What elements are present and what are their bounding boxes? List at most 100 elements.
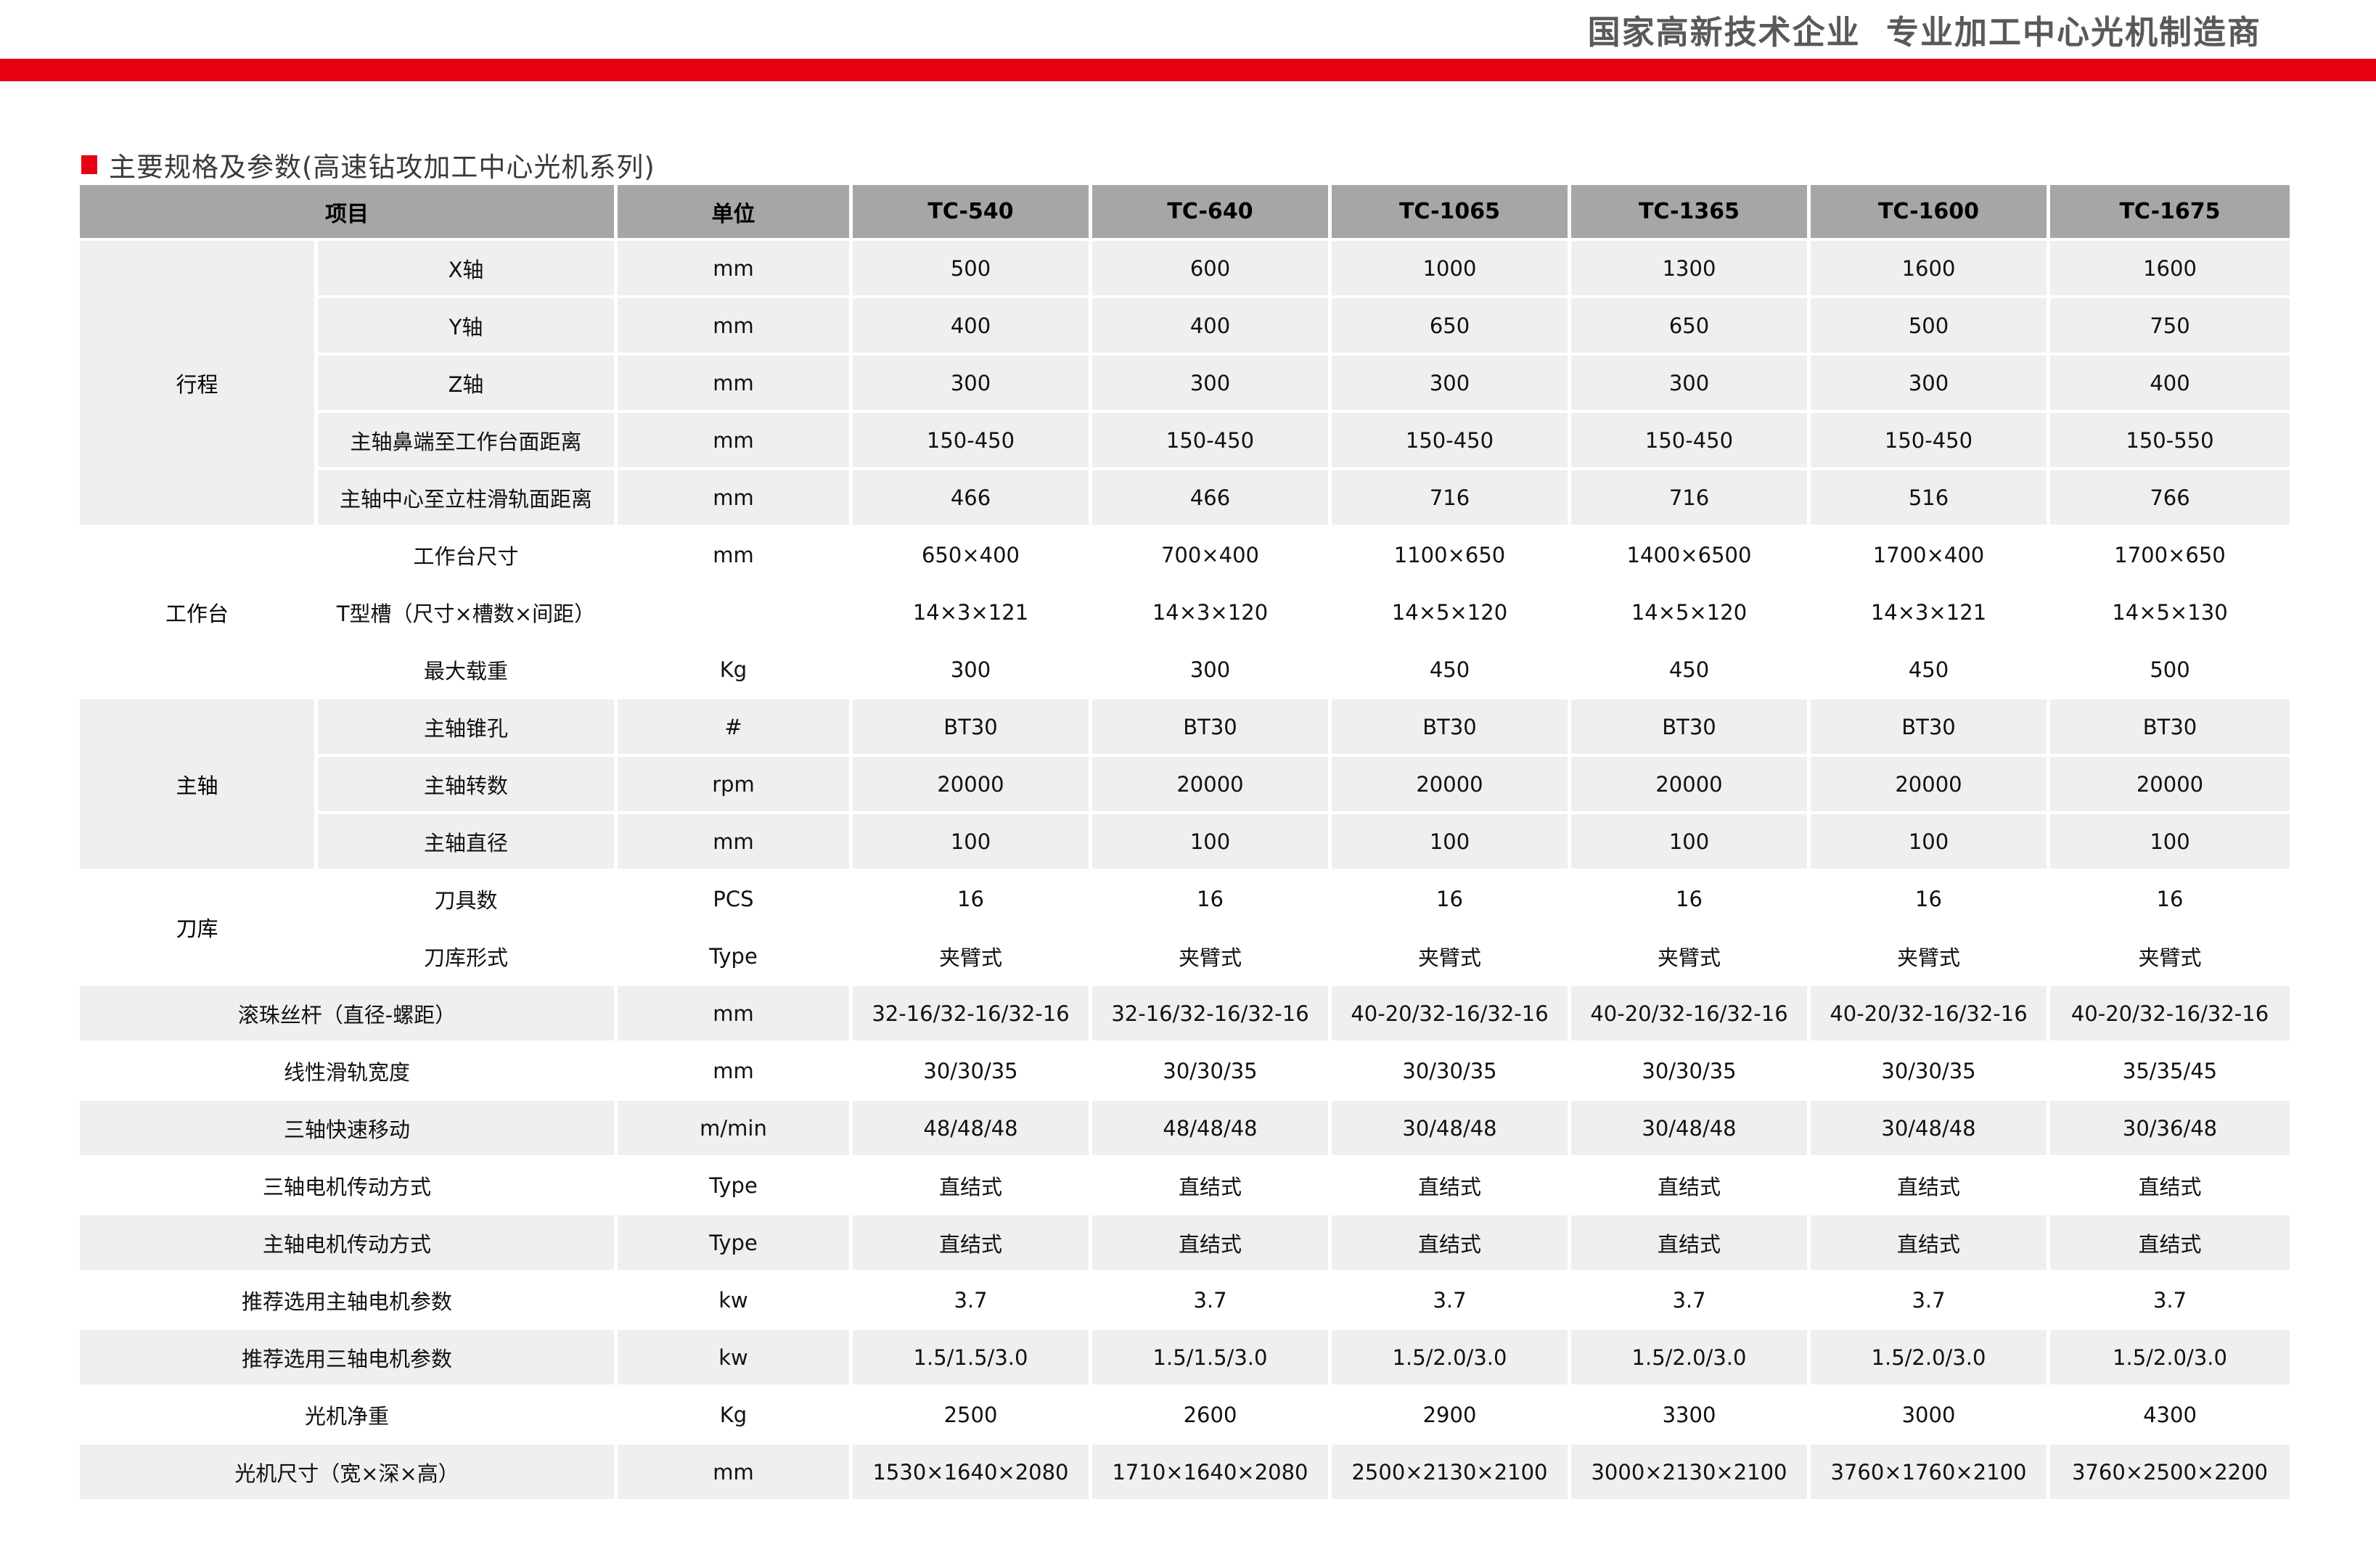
value-cell: 30/30/35 [853,1040,1092,1098]
value-cell: 450 [1571,639,1811,697]
table-row: 主轴鼻端至工作台面距离 mm 150-450 150-450 150-450 150-45… [80,410,2290,467]
value-cell: 100 [1811,811,2050,869]
value-cell: 40-20/32-16/32-16 [1571,983,1811,1040]
value-cell: 14×5×130 [2050,582,2290,639]
unit-cell: kw [618,1327,853,1384]
value-cell: 直结式 [853,1155,1092,1212]
value-cell: 30/48/48 [1332,1098,1571,1155]
value-cell: 40-20/32-16/32-16 [2050,983,2290,1040]
value-cell: 直结式 [1571,1212,1811,1270]
section-title-text: 主要规格及参数(高速钻攻加工中心光机系列) [109,152,655,183]
value-cell: 30/30/35 [1811,1040,2050,1098]
value-cell: 1.5/2.0/3.0 [1811,1327,2050,1384]
row-label: 三轴电机传动方式 [80,1155,618,1212]
unit-cell: mm [618,295,853,353]
value-cell: 14×5×120 [1332,582,1571,639]
section-title: 主要规格及参数(高速钻攻加工中心光机系列) [81,145,655,184]
value-cell: 3760×2500×2200 [2050,1442,2290,1499]
value-cell: 32-16/32-16/32-16 [1092,983,1332,1040]
value-cell: 直结式 [2050,1212,2290,1270]
spec-table-body: 行程 X轴 mm 500 600 1000 1300 1600 1600 Y轴 mm 400 400 65… [80,238,2290,1499]
value-cell: 35/35/45 [2050,1040,2290,1098]
value-cell: 32-16/32-16/32-16 [853,983,1092,1040]
value-cell: 1710×1640×2080 [1092,1442,1332,1499]
unit-cell: mm [618,353,853,410]
value-cell: 450 [1332,639,1571,697]
value-cell: 150-450 [1571,410,1811,467]
value-cell: 30/30/35 [1332,1040,1571,1098]
unit-cell: mm [618,811,853,869]
column-header-tc1365: TC-1365 [1571,185,1811,238]
table-row: 三轴电机传动方式 Type 直结式 直结式 直结式 直结式 直结式 直结式 [80,1155,2290,1212]
row-label: 推荐选用三轴电机参数 [80,1327,618,1384]
value-cell: BT30 [2050,697,2290,754]
table-row: 光机净重 Kg 2500 2600 2900 3300 3000 4300 [80,1384,2290,1442]
table-row: 推荐选用三轴电机参数 kw 1.5/1.5/3.0 1.5/1.5/3.0 1.5/2.… [80,1327,2290,1384]
value-cell: 40-20/32-16/32-16 [1811,983,2050,1040]
value-cell: 766 [2050,467,2290,525]
unit-cell: kw [618,1270,853,1327]
value-cell: 直结式 [1571,1155,1811,1212]
group-cell: 主轴 [80,697,318,869]
unit-cell: PCS [618,869,853,926]
value-cell: BT30 [853,697,1092,754]
value-cell: 直结式 [1332,1212,1571,1270]
value-cell: 1000 [1332,238,1571,295]
value-cell: 2600 [1092,1384,1332,1442]
row-label: Y轴 [318,295,618,353]
value-cell: 48/48/48 [1092,1098,1332,1155]
company-slogan: 国家高新技术企业 专业加工中心光机制造商 [1587,13,2261,52]
unit-cell: m/min [618,1098,853,1155]
value-cell: 2500 [853,1384,1092,1442]
unit-cell: Kg [618,1384,853,1442]
value-cell: 20000 [1571,754,1811,811]
value-cell: 直结式 [853,1212,1092,1270]
value-cell: 650×400 [853,525,1092,582]
value-cell: BT30 [1092,697,1332,754]
value-cell: 20000 [1092,754,1332,811]
value-cell: 16 [1092,869,1332,926]
value-cell: 20000 [1332,754,1571,811]
value-cell: 466 [1092,467,1332,525]
value-cell: 750 [2050,295,2290,353]
red-accent-bar [0,59,2376,81]
row-label: 主轴转数 [318,754,618,811]
column-header-tc1675: TC-1675 [2050,185,2290,238]
value-cell: 直结式 [1092,1212,1332,1270]
value-cell: 1.5/1.5/3.0 [853,1327,1092,1384]
value-cell: 100 [2050,811,2290,869]
value-cell: 直结式 [1811,1212,2050,1270]
unit-cell: rpm [618,754,853,811]
value-cell: 150-450 [853,410,1092,467]
unit-cell: Type [618,1155,853,1212]
value-cell: 300 [853,353,1092,410]
value-cell: 48/48/48 [853,1098,1092,1155]
unit-cell: mm [618,1442,853,1499]
column-header-tc540: TC-540 [853,185,1092,238]
value-cell: 直结式 [1092,1155,1332,1212]
value-cell: 30/36/48 [2050,1098,2290,1155]
value-cell: 716 [1571,467,1811,525]
value-cell: 516 [1811,467,2050,525]
column-header-tc1065: TC-1065 [1332,185,1571,238]
value-cell: 40-20/32-16/32-16 [1332,983,1571,1040]
table-row: T型槽（尺寸×槽数×间距） 14×3×121 14×3×120 14×5×120 14×… [80,582,2290,639]
red-square-bullet-icon [81,155,97,174]
value-cell: 1600 [2050,238,2290,295]
unit-cell: mm [618,238,853,295]
row-label: 三轴快速移动 [80,1098,618,1155]
group-cell: 工作台 [80,525,318,697]
row-label: 主轴中心至立柱滑轨面距离 [318,467,618,525]
value-cell: 466 [853,467,1092,525]
value-cell: 4300 [2050,1384,2290,1442]
value-cell: 16 [1811,869,2050,926]
unit-cell: # [618,697,853,754]
row-label: Z轴 [318,353,618,410]
value-cell: 14×3×121 [853,582,1092,639]
row-label: 工作台尺寸 [318,525,618,582]
value-cell: 20000 [853,754,1092,811]
value-cell: 1700×650 [2050,525,2290,582]
value-cell: 16 [1332,869,1571,926]
value-cell: 150-550 [2050,410,2290,467]
row-label: 推荐选用主轴电机参数 [80,1270,618,1327]
